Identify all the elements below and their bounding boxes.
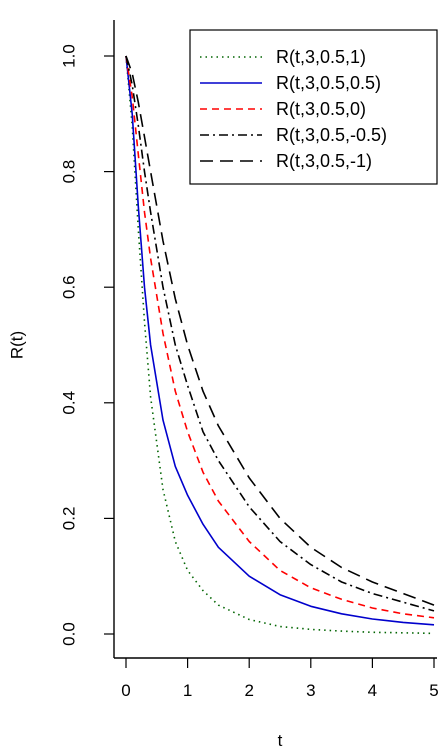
y-tick-label: 0.6	[59, 275, 78, 299]
series-line-5	[125, 55, 435, 606]
x-tick-label: 2	[244, 681, 253, 700]
plot-frame	[113, 20, 437, 659]
y-tick-label: 1.0	[59, 44, 78, 68]
x-tick-label: 0	[121, 681, 130, 700]
y-tick-label: 0.4	[59, 391, 78, 415]
y-axis-ticks: 0.0 0.2 0.4 0.6 0.8 1.0	[59, 44, 114, 646]
series-layer	[125, 55, 435, 635]
legend-label: R(t,3,0.5,-1)	[276, 151, 372, 171]
x-tick-label: 4	[368, 681, 377, 700]
x-axis-label: t	[278, 731, 283, 750]
y-axis-label: R(t)	[7, 331, 26, 359]
x-axis-ticks: 0 1 2 3 4 5	[121, 658, 439, 700]
series-line-2	[125, 55, 435, 626]
legend-label: R(t,3,0.5,0)	[276, 99, 366, 119]
legend-label: R(t,3,0.5,1)	[276, 47, 366, 67]
y-tick-label: 0.8	[59, 160, 78, 184]
series-line-1	[125, 55, 435, 635]
legend-label: R(t,3,0.5,0.5)	[276, 73, 381, 93]
series-line-4	[125, 55, 435, 612]
legend-label: R(t,3,0.5,-0.5)	[276, 125, 387, 145]
y-tick-label: 0.0	[59, 622, 78, 646]
legend-box	[189, 29, 438, 185]
legend: R(t,3,0.5,1) R(t,3,0.5,0.5) R(t,3,0.5,0) R(…	[189, 29, 438, 185]
y-tick-label: 0.2	[59, 507, 78, 531]
series-line-3	[125, 55, 435, 619]
x-tick-label: 1	[183, 681, 192, 700]
x-tick-label: 3	[306, 681, 315, 700]
x-tick-label: 5	[429, 681, 438, 700]
